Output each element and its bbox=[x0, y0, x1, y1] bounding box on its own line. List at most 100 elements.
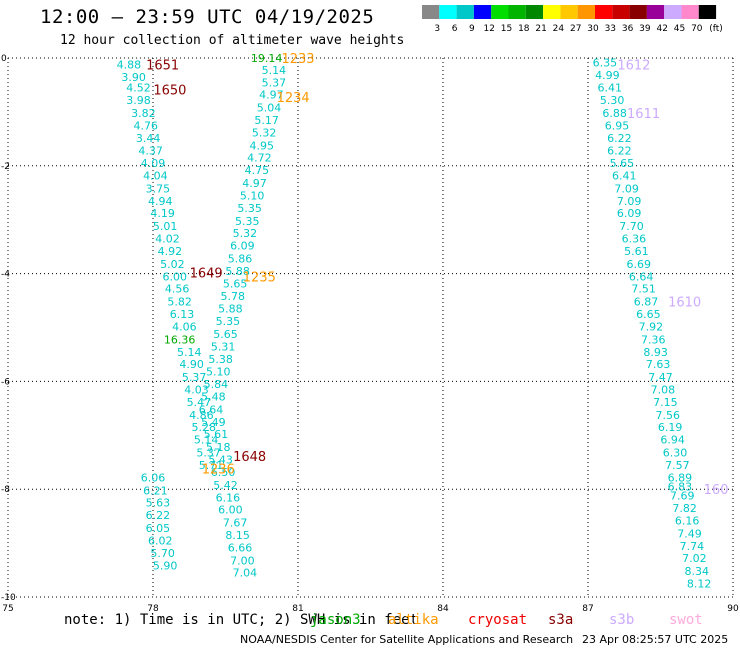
wave-height-point: 5.10 bbox=[206, 366, 231, 379]
pass-number-label: 1651 bbox=[146, 58, 179, 73]
wave-height-point: 5.32 bbox=[252, 126, 277, 139]
pass-number-label: 1233 bbox=[281, 52, 314, 67]
x-tick-label: 87 bbox=[582, 604, 593, 614]
wave-height-point: 6.16 bbox=[216, 491, 241, 504]
wave-height-point: 6.13 bbox=[170, 308, 195, 321]
wave-height-point: 7.09 bbox=[617, 195, 642, 208]
wave-height-point: 5.31 bbox=[211, 340, 236, 353]
wave-height-point: 5.84 bbox=[204, 378, 229, 391]
wave-height-point: 6.35 bbox=[593, 56, 618, 69]
wave-height-point: 5.32 bbox=[233, 227, 258, 240]
wave-height-point: 5.14 bbox=[262, 64, 287, 77]
pass-number-label: 1648 bbox=[233, 450, 266, 465]
legend-swatch bbox=[439, 5, 457, 19]
wave-height-point: 4.06 bbox=[172, 320, 197, 333]
wave-height-point: 5.17 bbox=[254, 114, 279, 127]
wave-height-point: 5.01 bbox=[153, 220, 178, 233]
wave-height-point: 6.06 bbox=[141, 471, 166, 484]
wave-height-point: 5.43 bbox=[208, 454, 233, 467]
satellite-legend-cryosat: cryosat bbox=[468, 612, 528, 628]
wave-height-point: 7.09 bbox=[614, 182, 639, 195]
wave-height-point: 7.70 bbox=[619, 220, 644, 233]
wave-height-point: 6.19 bbox=[658, 421, 683, 434]
satellite-legend-altika: altika bbox=[388, 612, 439, 628]
wave-height-point: 6.41 bbox=[612, 170, 637, 183]
wave-height-point: 5.28 bbox=[192, 421, 217, 434]
wave-height-point: 4.19 bbox=[150, 207, 175, 220]
legend-tick-label: 21 bbox=[535, 24, 546, 34]
wave-height-point: 7.56 bbox=[656, 409, 681, 422]
wave-height-point: 6.22 bbox=[607, 145, 632, 158]
wave-height-point: 6.69 bbox=[627, 258, 652, 271]
satellite-legend-s3b: s3b bbox=[609, 612, 635, 628]
color-scale-legend: 3 6 9 12 15 18 21 24 27 30 33 36 39 42 45 70 (ft) bbox=[422, 5, 723, 34]
satellite-legend-swot: swot bbox=[669, 612, 703, 628]
wave-height-point: 3.75 bbox=[146, 182, 171, 195]
wave-height-point: 4.52 bbox=[126, 82, 151, 95]
wave-height-point: 5.48 bbox=[201, 390, 226, 403]
wave-height-point: 6.64 bbox=[629, 270, 654, 283]
legend-swatch bbox=[525, 5, 544, 19]
wave-height-point: 6.00 bbox=[218, 504, 243, 517]
wave-height-point: 8.93 bbox=[643, 346, 668, 359]
wave-height-point: 4.97 bbox=[242, 177, 267, 190]
wave-height-point: 6.95 bbox=[605, 119, 630, 132]
wave-height-point: 5.65 bbox=[223, 277, 248, 290]
wave-height-point: 4.37 bbox=[138, 145, 163, 158]
wave-height-point: 5.63 bbox=[146, 497, 171, 510]
legend-swatch bbox=[473, 5, 492, 19]
legend-tick-label: 18 bbox=[518, 24, 530, 34]
footer-note: note: 1) Time is in UTC; 2) SWH is in fe… bbox=[64, 612, 419, 628]
wave-height-point: 6.22 bbox=[607, 132, 632, 145]
pass-number-label: 1236 bbox=[202, 463, 235, 478]
legend-tick-label: 33 bbox=[605, 24, 616, 34]
wave-height-point: 7.67 bbox=[223, 517, 248, 530]
wave-height-point: 6.65 bbox=[636, 308, 661, 321]
wave-height-point: 5.82 bbox=[167, 296, 192, 309]
pass-number-label: 1611 bbox=[627, 107, 660, 122]
wave-height-point: 6.88 bbox=[602, 107, 627, 120]
legend-swatch bbox=[491, 5, 509, 19]
legend-swatch bbox=[422, 5, 440, 19]
wave-height-point: 7.04 bbox=[233, 567, 258, 580]
x-tick-label: 90 bbox=[727, 604, 739, 614]
legend-tick-label: 70 bbox=[691, 24, 703, 34]
legend-swatch bbox=[560, 5, 578, 19]
wave-height-point: 6.09 bbox=[617, 207, 642, 220]
wave-height-point: 3.98 bbox=[126, 94, 151, 107]
wave-height-point: 4.56 bbox=[165, 283, 190, 296]
legend-swatch bbox=[681, 5, 699, 19]
pass-number-label: 1235 bbox=[243, 270, 276, 285]
wave-height-point: 8.15 bbox=[225, 529, 250, 542]
wave-height-point: 5.30 bbox=[600, 94, 625, 107]
wave-height-point: 6.22 bbox=[146, 509, 171, 522]
y-tick-label: 0 bbox=[1, 54, 7, 64]
wave-height-point: 4.90 bbox=[179, 358, 204, 371]
legend-swatch bbox=[543, 5, 561, 19]
wave-height-point: 4.76 bbox=[134, 119, 159, 132]
wave-height-point: 5.02 bbox=[160, 258, 185, 271]
legend-swatch bbox=[612, 5, 630, 19]
wave-height-point: 3.90 bbox=[121, 71, 146, 84]
legend-tick-label: 6 bbox=[452, 24, 458, 34]
wave-height-point: 6.83 bbox=[668, 481, 693, 494]
wave-height-point: 4.97 bbox=[259, 89, 284, 102]
wave-height-point: 6.64 bbox=[199, 403, 224, 416]
wave-height-point: 4.72 bbox=[247, 152, 272, 165]
wave-height-point: 7.57 bbox=[665, 459, 690, 472]
y-tick-label: -10 bbox=[1, 593, 16, 603]
wave-height-point: 6.30 bbox=[663, 447, 688, 460]
pass-number-label: 1610 bbox=[668, 296, 701, 311]
wave-height-point: 6.05 bbox=[146, 522, 171, 535]
wave-height-point: 5.37 bbox=[182, 371, 207, 384]
x-tick-label: 75 bbox=[2, 604, 13, 614]
legend-swatch bbox=[577, 5, 595, 19]
wave-height-point: 5.65 bbox=[610, 157, 635, 170]
wave-height-point: 5.78 bbox=[221, 290, 246, 303]
wave-height-point: 5.47 bbox=[187, 396, 212, 409]
wave-height-point: 5.14 bbox=[177, 346, 202, 359]
wave-height-point: 4.94 bbox=[148, 195, 173, 208]
legend-tick-label: 15 bbox=[501, 24, 512, 34]
wave-height-point: 16.36 bbox=[164, 333, 196, 346]
